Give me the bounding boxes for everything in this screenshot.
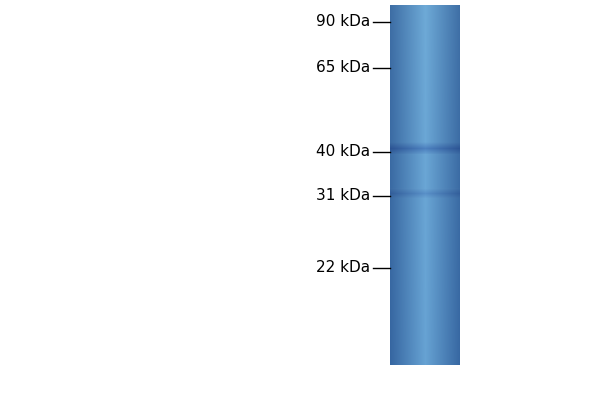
Text: 40 kDa: 40 kDa: [316, 144, 370, 160]
Text: 65 kDa: 65 kDa: [316, 60, 370, 76]
Text: 22 kDa: 22 kDa: [316, 260, 370, 276]
Text: 31 kDa: 31 kDa: [316, 188, 370, 204]
Text: 90 kDa: 90 kDa: [316, 14, 370, 30]
